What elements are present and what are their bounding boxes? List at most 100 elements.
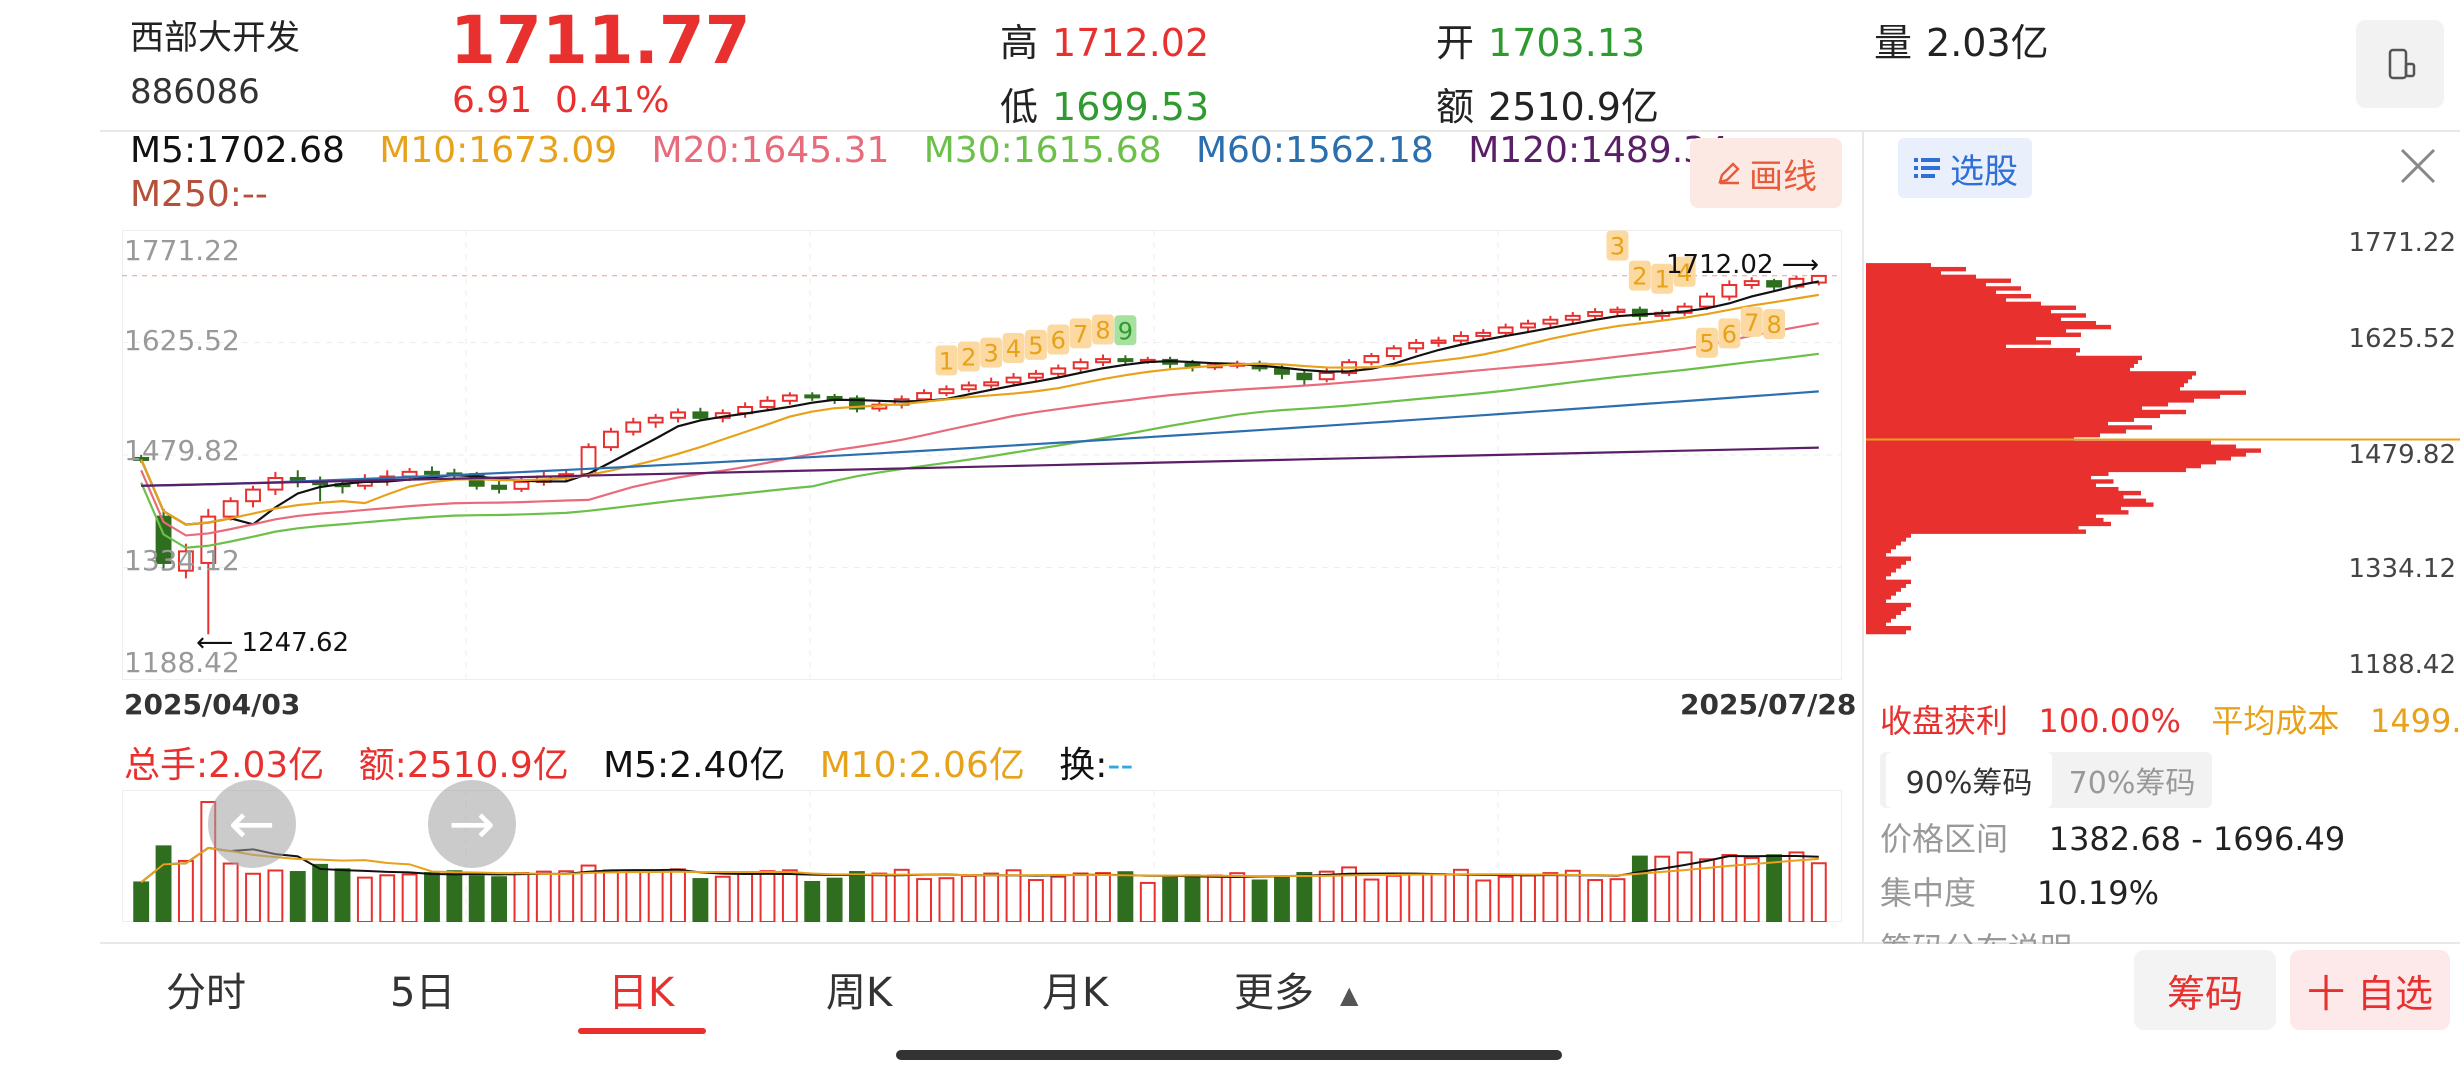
chip-tab-70[interactable]: 70%筹码: [2068, 766, 2196, 801]
volume-bar: [938, 877, 955, 922]
chip-axis-label: 1625.52: [2348, 324, 2456, 354]
low-annotation: ⟵ 1247.62: [196, 628, 349, 658]
volume-bar: [1542, 872, 1559, 922]
td-count-marker: 8: [1092, 314, 1115, 345]
tab-weekly-k[interactable]: 周K: [826, 970, 893, 1016]
td-count-bg: [1763, 309, 1786, 340]
chip-bar: [1866, 409, 2186, 415]
td-count-marker: 5: [1695, 327, 1718, 358]
chip-bar: [1866, 402, 2168, 407]
volume-bar: [983, 872, 1000, 922]
volume-m5: M5:2.40亿: [603, 745, 786, 786]
panel-divider: [1862, 132, 1864, 944]
high-value: 1712.02: [1052, 21, 1210, 65]
tab-daily-k[interactable]: 日K: [608, 970, 675, 1016]
scroll-right-button[interactable]: →: [428, 780, 516, 868]
scroll-left-button[interactable]: ←: [208, 780, 296, 868]
chip-bar: [1866, 421, 2108, 426]
avg-cost-label: 平均成本: [2211, 702, 2340, 740]
volume-bar: [1184, 874, 1201, 922]
chip-tab-90[interactable]: 90%筹码: [1886, 752, 2052, 808]
high-label: 高: [1000, 21, 1039, 65]
td-count-bg: [1024, 329, 1047, 360]
current-price: 1711.77: [450, 2, 751, 79]
price-change: 6.91 0.41%: [452, 80, 669, 121]
td-count-bg: [935, 345, 958, 376]
chip-bar: [1866, 560, 1906, 565]
td-count-bg: [1047, 324, 1070, 355]
volume-bar: [714, 875, 731, 922]
volume-bar: [1117, 871, 1134, 922]
chip-bar: [1866, 564, 1901, 569]
volume-bar: [804, 880, 821, 922]
chip-bar: [1866, 270, 1941, 276]
volume-bar: [468, 875, 485, 922]
chip-bar: [1866, 390, 2246, 395]
volume-stat: 量 2.03亿: [1874, 12, 2049, 67]
td-count-label: 3: [984, 340, 999, 368]
volume-bar: [826, 877, 843, 922]
volume-bar: [692, 878, 709, 922]
volume-value: 2.03亿: [1926, 21, 2049, 65]
volume-bar: [424, 872, 440, 922]
chips-button[interactable]: 筹码: [2134, 950, 2276, 1030]
draw-line-button[interactable]: 画线: [1690, 138, 1842, 208]
candlestick-chart[interactable]: 1 2 3 4 5 6 7 8 932 1 45 6 7 8: [122, 230, 1842, 680]
chip-bar: [1866, 579, 1911, 585]
tab-5day[interactable]: 5日: [390, 970, 456, 1016]
chip-bar: [1866, 475, 2091, 480]
header-divider: [100, 130, 2460, 132]
stock-picker-button[interactable]: 选股: [1898, 138, 2032, 198]
tab-monthly-k[interactable]: 月K: [1042, 970, 1109, 1016]
volume-bar: [267, 869, 284, 922]
candle-body: [759, 399, 776, 408]
candle-body: [1520, 322, 1536, 329]
candle-body: [960, 384, 977, 391]
amount-label: 额: [1436, 85, 1475, 129]
volume-bar: [379, 874, 396, 922]
chip-bar: [1866, 382, 2184, 388]
chip-bar: [1866, 467, 2186, 473]
volume-bar: [535, 870, 552, 922]
add-watchlist-button[interactable]: 十 自选: [2290, 950, 2450, 1030]
volume-bar: [1788, 851, 1805, 922]
td-count-label: 3: [1610, 233, 1625, 261]
chip-description-label: 筹码分布说明: [1880, 930, 2072, 944]
tab-intraday[interactable]: 分时: [166, 970, 246, 1016]
rotate-screen-button[interactable]: [2356, 20, 2444, 108]
close-icon[interactable]: [2392, 140, 2444, 192]
chip-axis-label: 1479.82: [2348, 440, 2456, 470]
volume-chart[interactable]: [122, 790, 1842, 922]
candle-body: [513, 480, 530, 490]
chip-bar: [1866, 290, 1996, 295]
chip-axis-label: 1188.42: [2348, 650, 2456, 680]
candle-body: [1050, 367, 1067, 375]
volume-bar: [1162, 876, 1179, 922]
volume-bar: [312, 863, 329, 922]
candle-body: [177, 550, 194, 572]
chip-bar: [1866, 344, 2006, 349]
turnover-label: 换:: [1059, 745, 1108, 786]
chip-bar: [1866, 297, 2006, 303]
ma20-value: M20:1645.31: [651, 130, 890, 171]
candle-body: [245, 488, 261, 503]
chip-bar: [1866, 448, 2261, 453]
volume-bar: [1408, 872, 1425, 922]
tab-more[interactable]: 更多 ▲: [1234, 960, 1358, 1018]
chip-bar: [1866, 394, 2220, 399]
volume-bar: [1318, 870, 1335, 922]
chip-bar: [1866, 378, 2188, 384]
chip-bar: [1866, 444, 2236, 449]
chip-bar: [1866, 479, 2114, 484]
td-count-label: 5: [1028, 332, 1043, 360]
profit-row: 收盘获利 100.00% 平均成本 1499.89: [1880, 696, 2460, 742]
candle-body: [1318, 372, 1335, 381]
td-count-bg: [1673, 256, 1696, 287]
candle-body: [1027, 372, 1044, 379]
ma60-line: [141, 390, 1819, 487]
chip-description-link[interactable]: 筹码分布说明: [1880, 924, 2072, 944]
td-count-label: 4: [1677, 259, 1692, 287]
candle-body: [1766, 280, 1783, 288]
td-count-marker: 2: [1628, 260, 1651, 291]
chip-bar: [1866, 587, 1901, 592]
